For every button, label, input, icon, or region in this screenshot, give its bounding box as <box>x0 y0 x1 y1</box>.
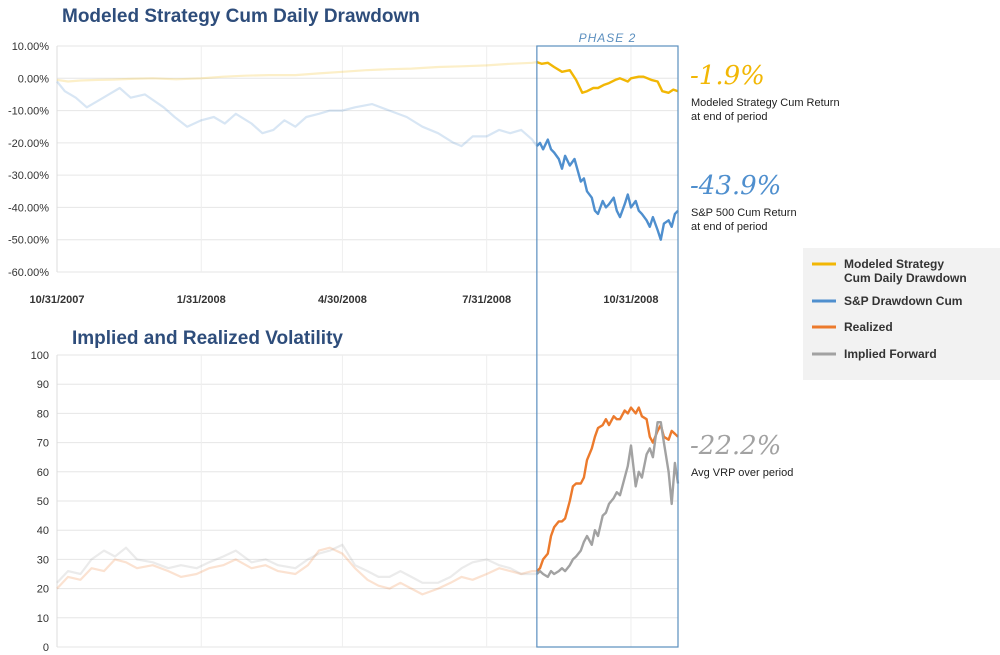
top-chart-lines <box>56 60 679 241</box>
modeled-strategy-cum-daily-drawdown-line <box>536 60 679 94</box>
x-tick-label: 1/31/2008 <box>177 294 226 306</box>
callout-caption: at end of period <box>691 221 767 233</box>
y-tick-label: 0 <box>43 642 49 654</box>
y-tick-label: -10.00% <box>8 106 49 118</box>
y-tick-label: 60 <box>37 467 49 479</box>
x-tick-label: 4/30/2008 <box>318 294 367 306</box>
x-tick-label: 7/31/2008 <box>462 294 511 306</box>
callout-caption: Avg VRP over period <box>691 467 793 479</box>
realized-line-faded <box>56 546 537 596</box>
implied-forward-line <box>536 421 680 579</box>
top-chart-grid <box>56 45 678 273</box>
implied-forward-line-faded <box>56 543 537 584</box>
y-tick-label: 70 <box>37 438 49 450</box>
y-tick-label: 50 <box>37 496 49 508</box>
phase2-box <box>536 45 679 648</box>
y-tick-label: -40.00% <box>8 202 49 214</box>
legend-label: Modeled Strategy <box>844 257 944 271</box>
bottom-chart-lines <box>56 406 680 596</box>
phase2-region: PHASE 2 <box>536 31 679 648</box>
s-p-drawdown-cum-line-faded <box>56 80 538 148</box>
y-tick-label: 30 <box>37 554 49 566</box>
s-p-drawdown-cum-line <box>536 138 679 241</box>
legend-label: Implied Forward <box>844 347 937 361</box>
callouts: -1.9% Modeled Strategy Cum Return at end o… <box>690 61 840 479</box>
y-tick-label: 40 <box>37 525 49 537</box>
top-chart-title: Modeled Strategy Cum Daily Drawdown <box>62 6 420 27</box>
bottom-y-axis-labels: 0 10 20 30 40 50 60 70 80 90 100 <box>31 350 49 654</box>
y-tick-label: -20.00% <box>8 138 49 150</box>
callout-value: -1.9% <box>690 61 765 91</box>
callout-value: -22.2% <box>690 431 781 461</box>
y-tick-label: 100 <box>31 350 49 362</box>
callout-value: -43.9% <box>690 171 781 201</box>
y-tick-label: -50.00% <box>8 235 49 247</box>
x-tick-label: 10/31/2008 <box>603 294 658 306</box>
y-tick-label: 0.00% <box>18 73 49 85</box>
bottom-chart-grid <box>56 354 678 648</box>
y-tick-label: 90 <box>37 379 49 391</box>
callout-caption: at end of period <box>691 111 767 123</box>
modeled-strategy-cum-daily-drawdown-line-faded <box>56 61 538 83</box>
y-tick-label: 10 <box>37 613 49 625</box>
callout-caption: S&P 500 Cum Return <box>691 207 797 219</box>
legend-label: Realized <box>844 320 893 334</box>
x-tick-label: 10/31/2007 <box>29 294 84 306</box>
phase2-label: PHASE 2 <box>579 31 637 45</box>
bottom-chart-title: Implied and Realized Volatility <box>72 328 343 349</box>
callout-caption: Modeled Strategy Cum Return <box>691 97 840 109</box>
top-x-axis-labels: 10/31/2007 1/31/2008 4/30/2008 7/31/2008 10/… <box>29 294 658 306</box>
y-tick-label: 10.00% <box>12 41 50 53</box>
y-tick-label: 80 <box>37 408 49 420</box>
y-tick-label: -30.00% <box>8 170 49 182</box>
y-tick-label: 20 <box>37 584 49 596</box>
legend-box <box>803 248 1000 380</box>
top-y-axis-labels: 10.00% 0.00% -10.00% -20.00% -30.00% -40.00% -… <box>8 41 49 279</box>
legend-label: Cum Daily Drawdown <box>844 271 967 285</box>
legend-label: S&P Drawdown Cum <box>844 294 962 308</box>
y-tick-label: -60.00% <box>8 267 49 279</box>
